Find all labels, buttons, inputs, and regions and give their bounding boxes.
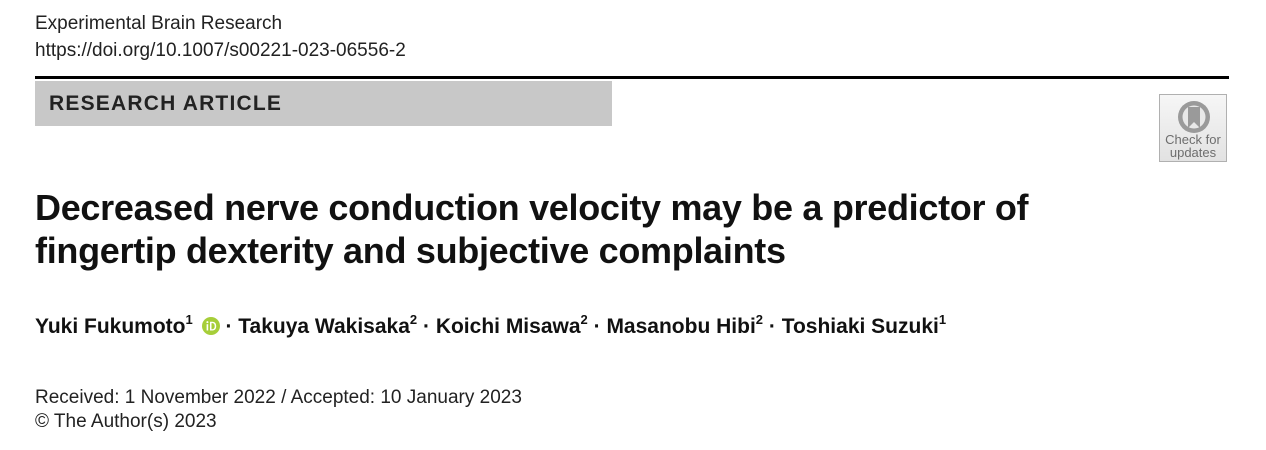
journal-name: Experimental Brain Research [35,13,283,34]
author-list: Yuki Fukumoto1 · Takuya Wakisaka2 · Koic… [35,313,946,341]
author-separator: · [225,315,233,338]
author-affiliation: 2 [580,312,588,327]
author-name[interactable]: Koichi Misawa [435,315,581,338]
check-for-updates-label: Check for updates [1160,133,1226,159]
received-accepted-dates: Received: 1 November 2022 / Accepted: 10… [35,387,522,408]
article-title: Decreased nerve conduction velocity may … [35,187,1029,271]
header-rule [35,76,1229,79]
author-affiliation: 1 [185,312,193,327]
author-affiliation: 2 [409,312,418,327]
author-separator: · [422,315,430,338]
article-type-label: RESEARCH ARTICLE [49,92,283,115]
copyright-notice: © The Author(s) 2023 [35,411,217,432]
author-affiliation: 1 [938,312,947,327]
check-for-updates-line1: Check for [1165,132,1221,147]
author-name[interactable]: Yuki Fukumoto [35,315,186,338]
bookmark-icon [1178,101,1210,133]
author-affiliation: 2 [755,312,764,327]
author-name[interactable]: Masanobu Hibi [606,315,756,338]
author-separator: · [768,315,776,338]
article-type-banner: RESEARCH ARTICLE [35,81,612,126]
doi-link[interactable]: https://doi.org/10.1007/s00221-023-06556… [35,40,406,61]
author-separator: · [593,315,601,338]
orcid-icon[interactable] [201,317,220,335]
check-for-updates-button[interactable]: Check for updates [1159,94,1227,162]
check-for-updates-line2: updates [1169,145,1217,160]
author-name[interactable]: Takuya Wakisaka [238,315,410,338]
author-name[interactable]: Toshiaki Suzuki [781,315,939,338]
